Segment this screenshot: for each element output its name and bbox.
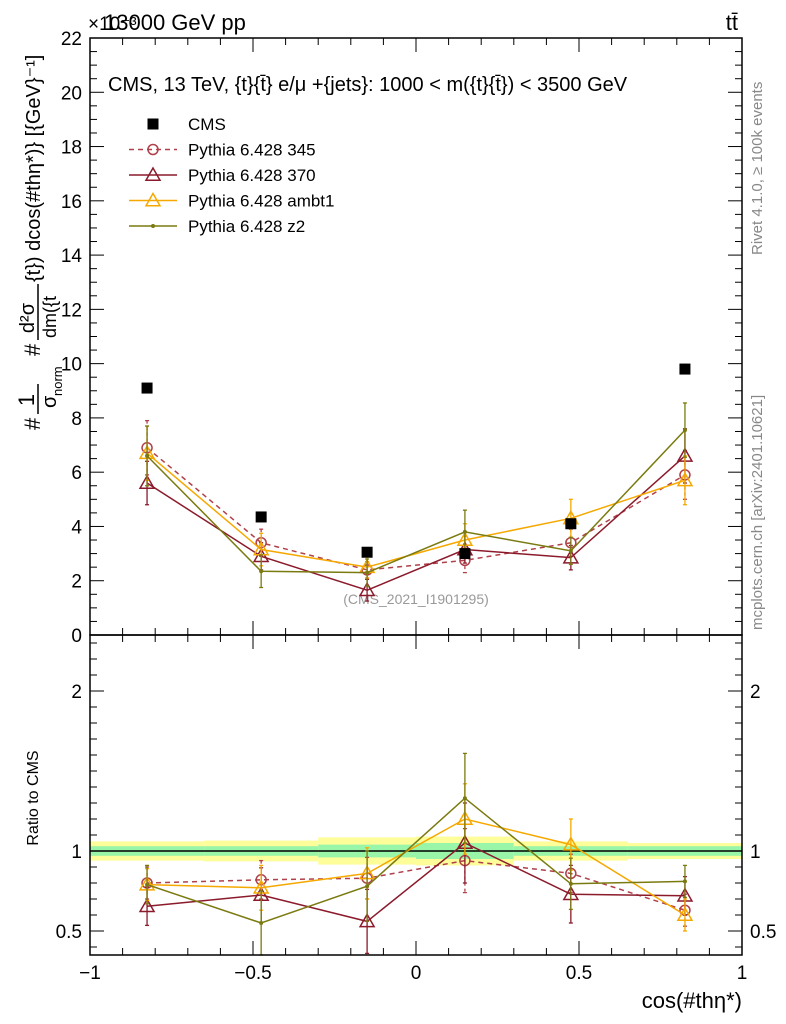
ratio-pythia-6-428-z2-point <box>568 881 573 886</box>
main-ytick-label: 2 <box>71 572 82 593</box>
header-exponent: ×10⁻³ <box>88 14 137 35</box>
ratio-pythia-6-428-370-line <box>146 842 685 923</box>
side-label-mcplots: mcplots.cern.ch [arXiv:2401.10621] <box>749 395 766 630</box>
ratio-frame <box>89 634 743 956</box>
main-ytick-label: 8 <box>71 409 82 430</box>
side-label-rivet: Rivet 4.1.0, ≥ 100k events <box>749 82 766 255</box>
legend-pythia-6-428-370-marker <box>144 166 162 181</box>
legend-pythia-6-428-z2-label: Pythia 6.428 z2 <box>188 217 305 236</box>
ylabel-d-den: dm({t <box>40 296 60 338</box>
main-pythia-6-428-z2-point <box>365 570 370 575</box>
ylabel-frac-den-sub: norm <box>50 366 65 396</box>
ylabel-frac-den: σ <box>39 395 61 408</box>
main-ylabel: # 1 σ norm # d²σ dm({t {t}) dcos(#thη*)}… <box>14 55 65 430</box>
main-ytick-label: 18 <box>61 138 82 159</box>
legend-pythia-6-428-370-label: Pythia 6.428 370 <box>188 166 316 185</box>
ratio-ytick-label-right: 0.5 <box>750 922 776 943</box>
ratio-pythia-6-428-ambt1-point <box>676 906 694 921</box>
main-pythia-6-428-345-line <box>146 447 686 571</box>
legend-pythia-6-428-z2-marker <box>151 224 155 228</box>
header-process: 13000 GeV pp <box>104 10 246 35</box>
ratio-pythia-6-428-z2-point <box>365 884 370 889</box>
ratio-pythia-6-428-z2-point <box>259 921 264 925</box>
ratio-pythia-6-428-z2-point <box>462 796 467 801</box>
main-cms-point <box>565 518 577 530</box>
ratio-pythia-6-428-ambt1-line <box>147 818 686 916</box>
ratio-pythia-6-428-370-point <box>358 912 376 928</box>
xtick-label: 0 <box>411 963 422 984</box>
main-ytick-label: 14 <box>61 246 83 267</box>
main-ytick-label: 12 <box>61 300 82 321</box>
ratio-pythia-6-428-z2-point <box>682 879 687 884</box>
main-title: CMS, 13 TeV, {t}{t̄} e/μ +{jets}: 1000 <… <box>108 74 628 96</box>
main-cms-point <box>361 546 373 558</box>
ratio-ytick-label: 0.5 <box>56 922 82 943</box>
legend-pythia-6-428-345-marker <box>147 143 159 156</box>
x-axis-label: cos(#thη*) <box>642 988 742 1013</box>
main-pythia-6-428-ambt1-line <box>146 452 686 568</box>
main-pythia-6-428-z2-point <box>682 428 687 433</box>
main-ytick-label: 16 <box>61 192 82 213</box>
ylabel-d-num: d²σ <box>17 302 39 333</box>
header-tt-symbol: tt̄ <box>726 10 738 35</box>
ratio-pythia-6-428-370-point <box>138 897 156 913</box>
xtick-label: −0.5 <box>234 963 272 984</box>
main-pythia-6-428-ambt1-point <box>676 471 694 487</box>
main-pythia-6-428-370-line <box>146 455 686 592</box>
xtick-label: −1 <box>79 963 101 984</box>
main-cms-point <box>255 511 267 523</box>
main-ytick-label: 20 <box>61 83 82 104</box>
main-cms-point <box>459 548 471 560</box>
ratio-ytick-label-right: 2 <box>750 682 761 703</box>
ratio-pythia-6-428-z2-line <box>146 797 685 924</box>
ylabel-frac-num: 1 <box>14 394 39 406</box>
main-pythia-6-428-z2-point <box>462 529 467 534</box>
main-pythia-6-428-z2-line <box>146 429 686 574</box>
legend-pythia-6-428-ambt1-label: Pythia 6.428 ambt1 <box>188 192 334 211</box>
ratio-ytick-label-right: 1 <box>750 842 761 863</box>
main-cms-point <box>679 363 691 375</box>
main-ytick-label: 4 <box>71 517 82 538</box>
ratio-ytick-label: 2 <box>71 682 82 703</box>
legend: CMS Pythia 6.428 345 Pythia 6.428 370 Pythi… <box>129 115 334 236</box>
main-pythia-6-428-370-point <box>138 474 156 490</box>
main-ytick-label: 22 <box>61 29 82 50</box>
legend-cms-marker <box>147 118 159 130</box>
main-ytick-label: 10 <box>61 355 82 376</box>
main-pythia-6-428-z2-point <box>145 453 150 458</box>
ratio-pythia-6-428-z2-point <box>145 882 150 887</box>
xtick-label: 0.5 <box>566 963 592 984</box>
watermark: (CMS_2021_I1901295) <box>343 591 489 607</box>
main-pythia-6-428-z2-point <box>259 569 264 574</box>
legend-pythia-6-428-ambt1-marker <box>144 191 162 207</box>
main-cms-point <box>141 382 153 394</box>
legend-pythia-6-428-345-label: Pythia 6.428 345 <box>188 141 316 160</box>
ratio-panel: 0.5 0.51 12 2−1 −0.5 0 0.5 1 <box>56 634 776 984</box>
legend-cms-label: CMS <box>188 115 226 134</box>
ratio-pythia-6-428-ambt1-point <box>562 836 580 851</box>
xtick-label: 1 <box>737 963 748 984</box>
main-ytick-label: 0 <box>71 626 82 647</box>
main-pythia-6-428-z2-point <box>568 548 573 553</box>
main-pythia-6-428-370-point <box>358 581 376 597</box>
ratio-ylabel: Ratio to CMS <box>25 750 42 845</box>
main-ytick-label: 6 <box>71 463 82 484</box>
ratio-pythia-6-428-345-line <box>147 859 686 911</box>
ylabel-hash-2: # <box>20 343 45 356</box>
ylabel-rest: {t}) dcos(#thη*)} [{GeV}⁻¹] <box>23 55 45 282</box>
ylabel-hash-1: # <box>20 417 45 430</box>
main-panel: 0 2 4 6 8 10 12 14 16 18 20 22 <box>61 29 743 647</box>
ratio-ytick-label: 1 <box>71 842 82 863</box>
